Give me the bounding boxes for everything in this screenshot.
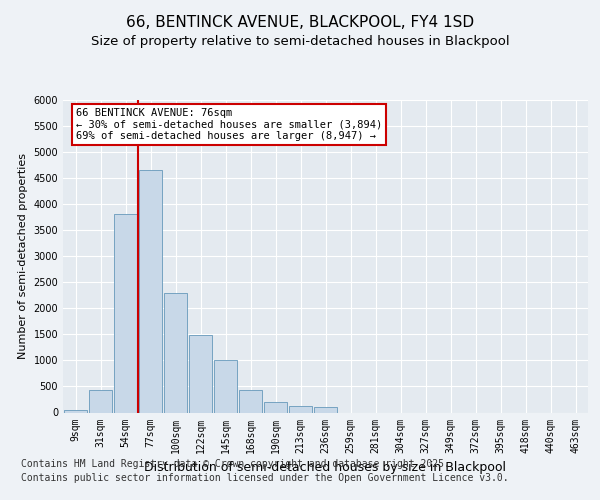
Text: 66 BENTINCK AVENUE: 76sqm
← 30% of semi-detached houses are smaller (3,894)
69% : 66 BENTINCK AVENUE: 76sqm ← 30% of semi-… xyxy=(76,108,382,141)
Bar xyxy=(264,402,287,412)
X-axis label: Distribution of semi-detached houses by size in Blackpool: Distribution of semi-detached houses by … xyxy=(145,461,506,474)
Bar xyxy=(164,292,187,412)
Bar xyxy=(214,360,237,412)
Text: 66, BENTINCK AVENUE, BLACKPOOL, FY4 1SD: 66, BENTINCK AVENUE, BLACKPOOL, FY4 1SD xyxy=(126,15,474,30)
Text: Contains HM Land Registry data © Crown copyright and database right 2025.: Contains HM Land Registry data © Crown c… xyxy=(21,459,450,469)
Bar xyxy=(239,390,262,412)
Text: Size of property relative to semi-detached houses in Blackpool: Size of property relative to semi-detach… xyxy=(91,34,509,48)
Bar xyxy=(314,408,337,412)
Bar xyxy=(89,390,112,412)
Bar xyxy=(64,410,87,412)
Bar xyxy=(114,214,137,412)
Bar xyxy=(139,170,162,412)
Bar xyxy=(289,406,312,412)
Text: Contains public sector information licensed under the Open Government Licence v3: Contains public sector information licen… xyxy=(21,473,509,483)
Y-axis label: Number of semi-detached properties: Number of semi-detached properties xyxy=(18,153,28,359)
Bar xyxy=(189,336,212,412)
